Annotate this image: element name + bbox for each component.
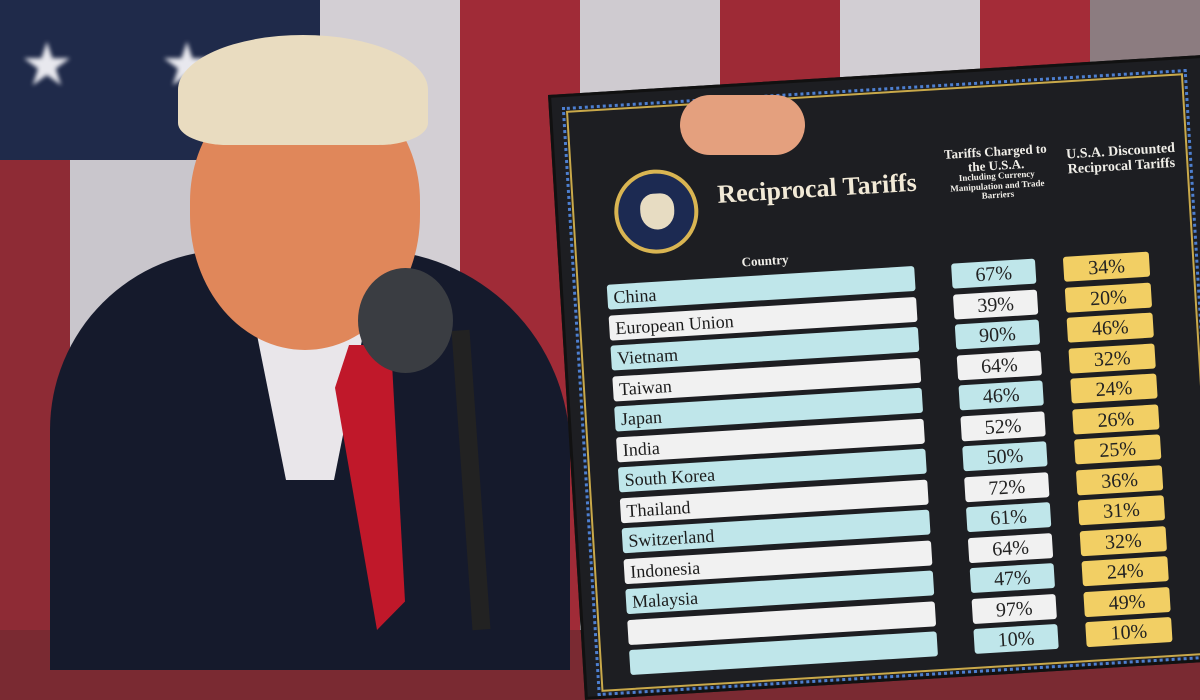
discounted-tariff: 34% [1062, 251, 1151, 282]
tariff-board: Reciprocal Tariffs Tariffs Charged to th… [548, 54, 1200, 700]
discounted-tariff: 32% [1079, 525, 1167, 556]
country-header: Country [741, 251, 789, 270]
charged-tariff: 67% [951, 258, 1037, 289]
discounted-tariff: 32% [1068, 342, 1156, 374]
charged-tariff: 10% [973, 623, 1059, 654]
discounted-tariff: 31% [1077, 495, 1166, 526]
discounted-tariff: 24% [1070, 373, 1158, 404]
discounted-tariff: 46% [1066, 312, 1154, 343]
discounted-tariff: 20% [1064, 282, 1153, 313]
charged-tariff: 50% [962, 441, 1048, 472]
charged-tariff: 97% [971, 593, 1057, 624]
charged-tariff: 90% [954, 319, 1041, 350]
speaker-hair [178, 35, 428, 145]
charged-tariff: 39% [952, 289, 1039, 320]
discounted-tariff: 25% [1074, 434, 1162, 465]
discounted-tariff: 49% [1083, 586, 1171, 617]
charged-header: Tariffs Charged to the U.S.A. Including C… [943, 140, 1048, 201]
charged-tariff: 47% [969, 563, 1056, 594]
discounted-tariff: 24% [1081, 556, 1169, 587]
charged-tariff: 46% [958, 380, 1044, 411]
charged-tariff: 64% [967, 532, 1054, 563]
charged-tariff: 61% [965, 502, 1052, 533]
charged-tariff: 52% [960, 410, 1046, 441]
charged-tariff: 64% [956, 349, 1043, 380]
discounted-tariff: 26% [1072, 403, 1160, 435]
hand [680, 95, 805, 155]
discounted-tariff: 36% [1075, 464, 1164, 495]
discounted-tariff: 10% [1085, 616, 1173, 648]
microphone-icon [358, 268, 453, 373]
charged-tariff: 72% [964, 471, 1050, 502]
